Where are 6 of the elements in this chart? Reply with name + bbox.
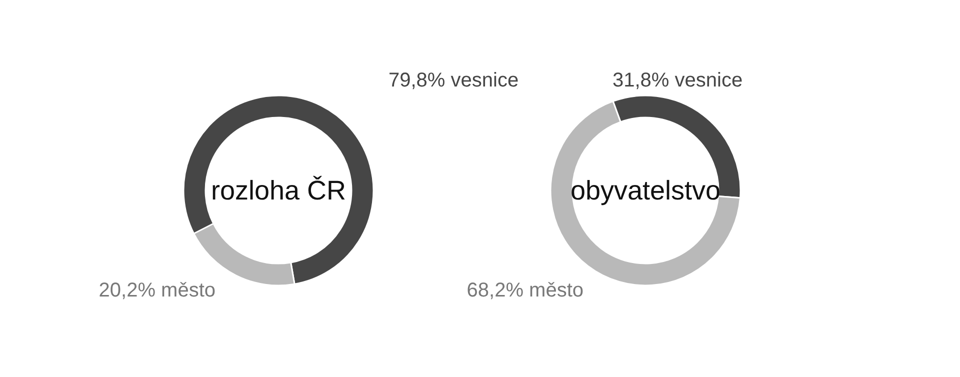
text: rozloha ČR [210,176,346,206]
slice-label: 79,8% vesnice [388,70,519,92]
slice-label: 20,2% město [98,280,216,302]
text: obyvatelstvo [570,176,721,206]
slice-label: 31,8% vesnice [612,70,743,92]
slice-label: 68,2% město [466,280,584,302]
